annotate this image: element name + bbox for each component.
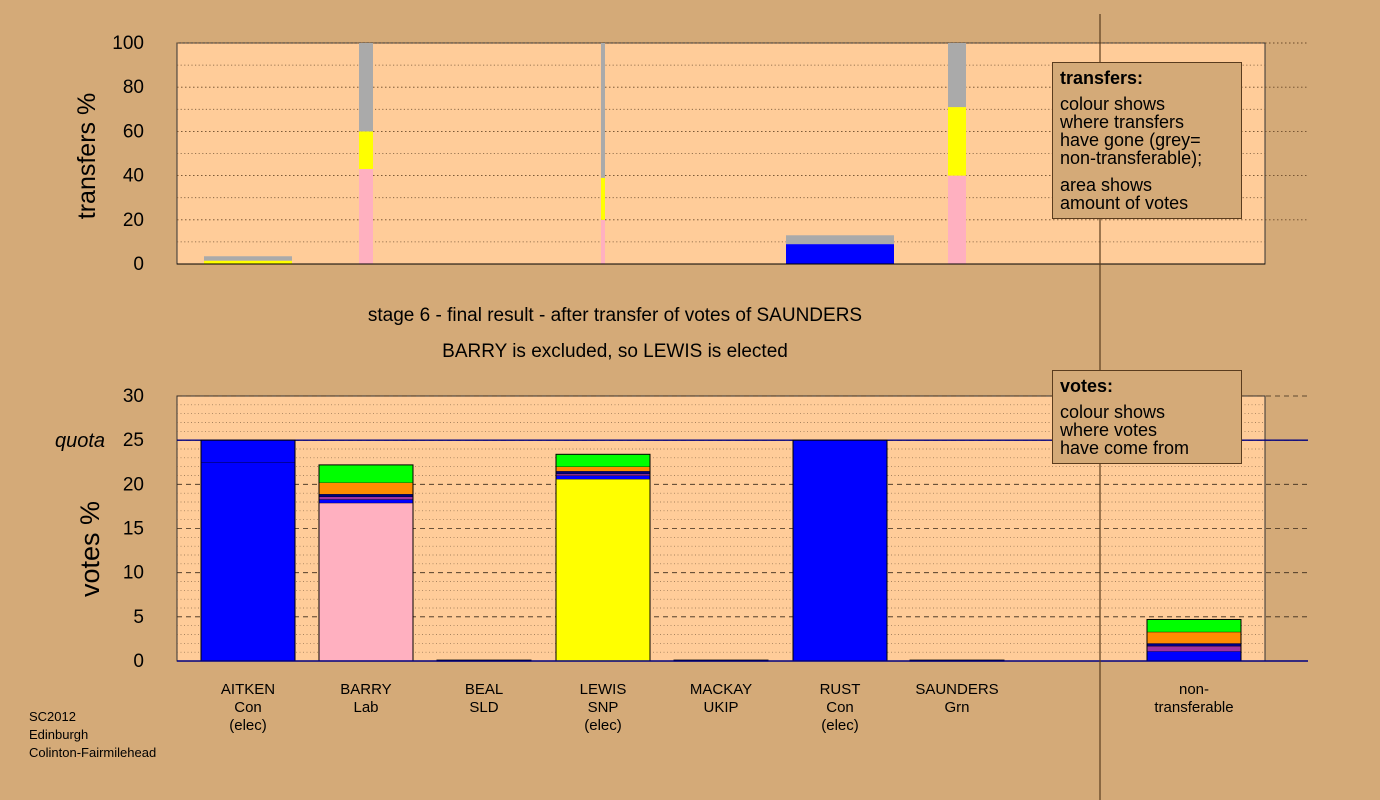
votes-y-tick-label: 30 [123,386,144,407]
votes-legend-title: votes: [1060,376,1114,396]
candidate-label: (elec) [229,717,267,734]
vote-bar-segment [556,454,650,467]
candidate-label: UKIP [703,699,738,716]
vote-bar-segment [319,502,413,661]
transfers-legend-line: non-transferable); [1060,148,1203,168]
transfers-y-tick-label: 60 [123,121,144,142]
candidate-label: MACKAY [690,681,752,698]
votes-legend: votes: colour shows where votes have come … [1052,370,1242,464]
candidate-label: Con [826,699,854,716]
candidate-label: (elec) [584,717,622,734]
footer-line: Colinton-Fairmilehead [29,745,157,760]
transfers-y-tick-label: 40 [123,166,144,187]
candidate-label: Lab [353,699,378,716]
candidate-label: SLD [469,699,498,716]
constituency-footer: SC2012 Edinburgh Colinton-Fairmilehead [29,708,156,762]
transfer-bar-segment [948,107,966,176]
candidate-label: RUST [820,681,861,698]
transfer-bar-segment [601,43,605,178]
vote-bar-segment [1147,619,1241,632]
vote-bar-segment [556,471,650,474]
quota-label: quota [55,430,105,452]
vote-bar-segment [1147,643,1241,646]
candidate-label: SNP [588,699,619,716]
transfers-y-tick-label: 20 [123,210,144,231]
vote-bar-segment [556,473,650,476]
vote-bar-segment [319,499,413,503]
transfers-legend-line: amount of votes [1060,193,1189,213]
transfer-bar-segment [948,175,966,264]
transfers-y-tick-label: 100 [112,33,144,54]
votes-y-tick-label: 0 [133,651,144,672]
stage-caption: stage 6 - final result - after transfer … [367,305,863,326]
candidate-label: (elec) [821,717,859,734]
votes-y-tick-label: 10 [123,563,144,584]
vote-bar-segment [319,494,413,497]
votes-y-tick-label: 20 [123,474,144,495]
transfer-bar-segment [359,168,373,264]
vote-bar-segment [201,440,295,463]
footer-line: Edinburgh [29,727,89,742]
transfer-bar-segment [359,43,373,132]
vote-bar-segment [319,496,413,500]
transfer-bar-segment [786,235,894,245]
transfer-bar-segment [601,219,605,264]
candidate-label: LEWIS [580,681,627,698]
vote-bar-segment [1147,645,1241,652]
transfer-bar-segment [601,177,605,220]
outcome-caption: BARRY is excluded, so LEWIS is elected [442,341,788,362]
candidate-label: non- [1179,681,1209,698]
votes-y-tick-label: 5 [133,607,144,628]
transfers-y-axis-label: transfers % [73,93,101,219]
candidate-label: SAUNDERS [915,681,998,698]
candidate-label: BARRY [340,681,391,698]
transfer-bar-segment [204,260,292,264]
vote-bar-segment [319,464,413,483]
transfer-bar-segment [359,131,373,169]
vote-bar-segment [1147,631,1241,644]
transfer-bar-segment [948,43,966,108]
votes-legend-line: colour shows [1060,402,1166,422]
candidate-label: AITKEN [221,681,275,698]
votes-y-tick-label: 25 [123,430,144,451]
transfers-legend-line: where transfers [1060,112,1185,132]
transfers-y-tick-label: 0 [133,254,144,275]
candidate-label: transferable [1154,699,1233,716]
transfers-legend: transfers: colour shows where transfers ha… [1052,62,1242,219]
vote-bar-segment [319,482,413,495]
votes-y-tick-label: 15 [123,519,144,540]
vote-bar-segment [1147,651,1241,661]
candidate-label: Grn [944,699,969,716]
vote-bar-segment [793,440,887,661]
transfers-legend-line: area shows [1060,175,1153,195]
votes-legend-line: where votes [1060,420,1158,440]
transfer-bar-segment [204,256,292,261]
footer-line: SC2012 [29,709,76,724]
vote-bar-segment [201,462,295,661]
votes-y-axis-label: votes % [75,501,105,597]
transfers-legend-line: colour shows [1060,94,1166,114]
candidate-label: Con [234,699,262,716]
vote-bar-segment [556,479,650,661]
candidate-label: BEAL [465,681,503,698]
vote-bar-segment [556,475,650,480]
transfer-bar-segment [786,244,894,264]
transfers-y-tick-label: 80 [123,77,144,98]
transfers-legend-title: transfers: [1060,68,1144,88]
transfers-legend-line: have gone (grey= [1060,130,1201,150]
votes-legend-line: have come from [1060,438,1190,458]
vote-bar-segment [556,466,650,472]
